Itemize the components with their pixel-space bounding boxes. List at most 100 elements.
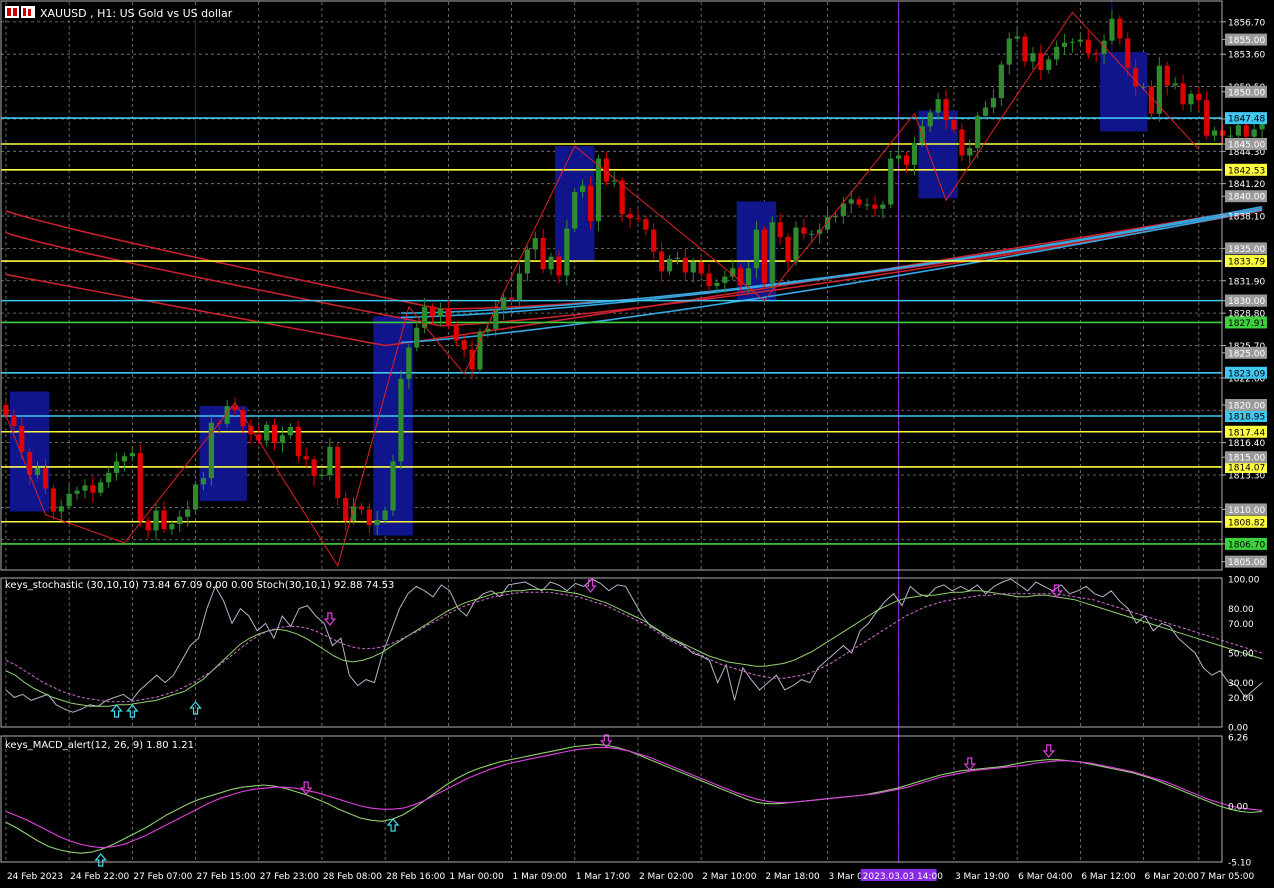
candle-body bbox=[556, 256, 562, 276]
candle-body bbox=[208, 422, 214, 479]
candle-body bbox=[864, 204, 870, 206]
candle-body bbox=[327, 446, 333, 475]
time-tick-label: 2023.03.03 14:00 bbox=[863, 872, 944, 882]
candle-body bbox=[674, 257, 681, 259]
macd-panel-frame bbox=[0, 735, 1223, 863]
stochastic-tick-label: 30.00 bbox=[1228, 679, 1254, 689]
candle-body bbox=[635, 218, 641, 220]
time-tick-label: 28 Feb 08:00 bbox=[323, 872, 382, 882]
candle-body bbox=[1030, 53, 1036, 62]
candle-body bbox=[11, 415, 17, 426]
level-price-label: 1842.53 bbox=[1228, 166, 1265, 176]
time-tick-label: 2 Mar 18:00 bbox=[765, 872, 820, 882]
candle-body bbox=[129, 453, 135, 457]
candle-body bbox=[959, 129, 965, 156]
candle-body bbox=[698, 261, 704, 274]
macd-tick-label: 6.26 bbox=[1228, 734, 1248, 744]
candle-body bbox=[840, 203, 846, 217]
candle-body bbox=[42, 467, 49, 489]
time-tick-label: 1 Mar 09:00 bbox=[513, 872, 568, 882]
candle-body bbox=[1172, 83, 1178, 86]
candle-body bbox=[1069, 41, 1076, 43]
candle-body bbox=[232, 406, 238, 411]
candle-body bbox=[603, 158, 609, 182]
price-tick-label: 1816.40 bbox=[1228, 439, 1265, 449]
candle-body bbox=[382, 510, 388, 520]
round-price-badge bbox=[1225, 503, 1267, 516]
chart-title: XAUUSD , H1: US Gold vs US dollar bbox=[40, 7, 233, 20]
candle-body bbox=[153, 510, 159, 531]
candle-body bbox=[1125, 38, 1131, 68]
price-tick-label: 1813.30 bbox=[1228, 471, 1265, 481]
candle-body bbox=[572, 192, 578, 229]
candle-body bbox=[1133, 67, 1139, 87]
candle-body bbox=[722, 276, 728, 283]
candle-body bbox=[564, 228, 570, 276]
candle-body bbox=[311, 459, 317, 477]
candle-body bbox=[422, 306, 428, 328]
round-price-label: 1810.00 bbox=[1228, 506, 1265, 516]
price-tick-label: 1841.20 bbox=[1228, 180, 1265, 190]
round-price-badge bbox=[1225, 242, 1267, 255]
time-tick-label: 7 Mar 05:00 bbox=[1200, 872, 1255, 882]
candle-body bbox=[587, 185, 594, 222]
candle-body bbox=[335, 446, 341, 498]
candle-body bbox=[358, 506, 365, 510]
candle-body bbox=[516, 273, 523, 300]
candle-body bbox=[390, 461, 396, 511]
arrow-down-icon bbox=[299, 781, 313, 795]
candle-body bbox=[651, 229, 657, 252]
arrow-up-icon bbox=[126, 704, 139, 718]
zigzag-path bbox=[5, 11, 1200, 568]
candle-body bbox=[975, 115, 981, 149]
candle-body bbox=[343, 497, 349, 521]
candle-body bbox=[1006, 38, 1012, 65]
candle-body bbox=[856, 199, 862, 205]
candle-body bbox=[998, 64, 1004, 99]
candle-body bbox=[753, 229, 760, 269]
level-price-badge bbox=[1225, 163, 1267, 176]
time-tick-label: 6 Mar 04:00 bbox=[1018, 872, 1073, 882]
candle-body bbox=[3, 405, 9, 416]
stochastic-tick-label: 80.00 bbox=[1228, 605, 1254, 615]
round-price-label: 1855.00 bbox=[1228, 36, 1265, 46]
price-tick-label: 1831.90 bbox=[1228, 277, 1265, 287]
zigzag-line bbox=[5, 11, 1200, 568]
level-price-badge bbox=[1225, 409, 1267, 422]
candle-body bbox=[643, 219, 649, 230]
candle-body bbox=[1219, 130, 1226, 136]
candle-body bbox=[595, 158, 602, 222]
candle-body bbox=[113, 461, 120, 473]
time-tick-label: 27 Feb 23:00 bbox=[260, 872, 319, 882]
candle-body bbox=[524, 249, 530, 274]
candle-body bbox=[66, 493, 72, 507]
candle-body bbox=[832, 216, 839, 218]
candle-body bbox=[485, 328, 491, 332]
candle-body bbox=[1227, 135, 1234, 137]
candle-body bbox=[200, 478, 207, 485]
candle-body bbox=[445, 308, 451, 326]
round-price-badge bbox=[1225, 555, 1267, 568]
candle-body bbox=[27, 452, 33, 475]
candle-body bbox=[903, 155, 910, 165]
round-price-badge bbox=[1225, 85, 1267, 98]
price-tick-label: 1822.60 bbox=[1228, 374, 1265, 384]
candle-body bbox=[50, 488, 56, 512]
level-price-badge bbox=[1225, 112, 1267, 125]
candle-body bbox=[248, 425, 254, 435]
candle-body bbox=[508, 297, 515, 300]
round-price-label: 1815.00 bbox=[1228, 454, 1265, 464]
candle-body bbox=[690, 261, 696, 273]
level-price-badge bbox=[1225, 515, 1267, 528]
candle-body bbox=[1156, 65, 1162, 114]
level-price-label: 1808.82 bbox=[1228, 518, 1265, 528]
candle-body bbox=[264, 424, 270, 441]
candle-body bbox=[177, 516, 183, 525]
candle-body bbox=[580, 185, 586, 193]
candle-body bbox=[1061, 42, 1068, 47]
ma-red-3 bbox=[5, 206, 1263, 347]
horizontal-levels[interactable] bbox=[1, 117, 1222, 545]
time-tick-label: 1 Mar 00:00 bbox=[449, 872, 504, 882]
ma-blue-3 bbox=[400, 207, 1263, 319]
